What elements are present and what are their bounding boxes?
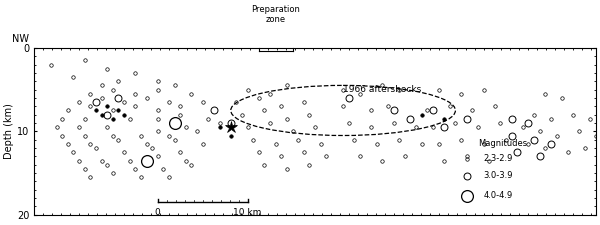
Y-axis label: Depth (km): Depth (km): [4, 104, 14, 159]
Text: Magnitudes: Magnitudes: [478, 139, 527, 148]
Text: 3.0-3.9: 3.0-3.9: [484, 171, 513, 180]
Text: 2.3-2.9: 2.3-2.9: [484, 154, 513, 163]
Text: 1966 aftershocks: 1966 aftershocks: [343, 85, 422, 94]
Text: NW: NW: [12, 34, 29, 45]
Text: Preparation
zone: Preparation zone: [251, 5, 300, 25]
Text: 4.0-4.9: 4.0-4.9: [484, 191, 513, 200]
Text: 10 km: 10 km: [233, 208, 262, 217]
Text: 0: 0: [155, 208, 161, 217]
